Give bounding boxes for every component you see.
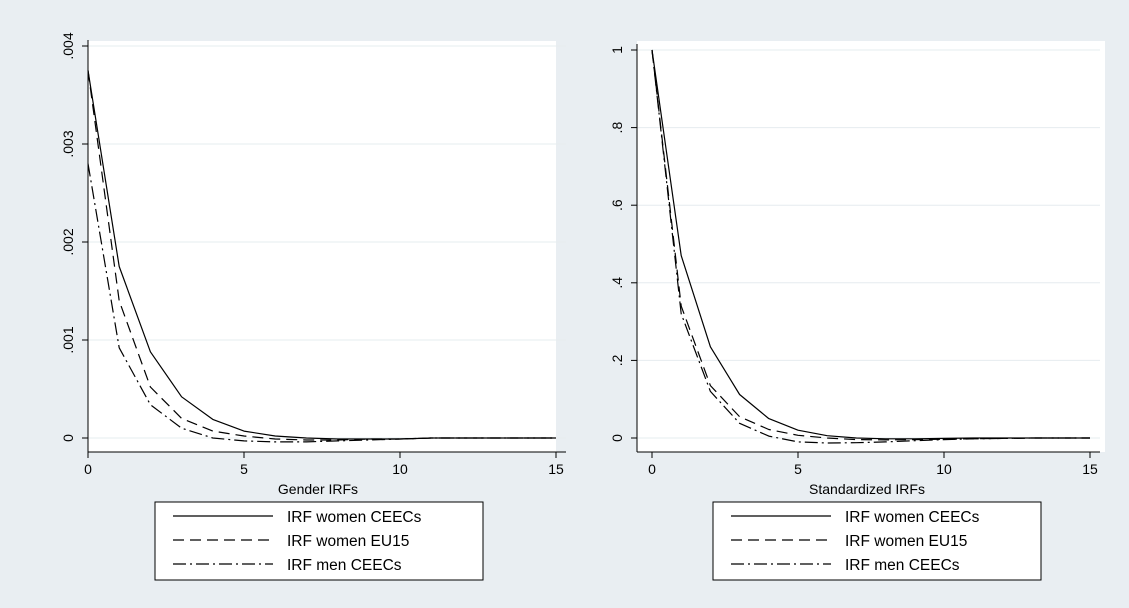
y-tick-label: .001 <box>60 326 76 353</box>
series-line-3 <box>651 49 1090 444</box>
y-tick-label: 0 <box>609 434 625 442</box>
x-tick-label: 5 <box>240 461 248 477</box>
legend: IRF women CEECs IRF women EU15 IRF men CEE… <box>154 501 484 581</box>
gender-irfs-chart: 0 .001 .002 .003 .004 0 5 10 15 Gender IRFs IRF … <box>15 10 566 590</box>
legend-label-2: IRF women EU15 <box>287 533 409 550</box>
x-axis-label: Gender IRFs <box>278 481 358 497</box>
y-tick-label: .003 <box>60 130 76 157</box>
legend-label-3: IRF men CEECs <box>845 557 960 574</box>
x-tick-label: 0 <box>84 461 92 477</box>
legend-label-1: IRF women CEECs <box>845 509 980 526</box>
x-tick-label: 10 <box>936 461 952 477</box>
plot-area <box>88 41 556 452</box>
series-lines <box>87 70 556 443</box>
legend-box <box>712 501 1042 581</box>
legend-label-1: IRF women CEECs <box>287 509 422 526</box>
x-tick-label: 0 <box>648 461 656 477</box>
legend-label-3: IRF men CEECs <box>287 557 402 574</box>
legend-label-2: IRF women EU15 <box>845 533 967 550</box>
standardized-irfs-chart: 0.2.4.6.810 5 10 15 Standardized IRFs IRF w… <box>580 10 1114 590</box>
gridlines <box>88 45 566 439</box>
series-line-2 <box>87 70 556 441</box>
y-tick-label: .6 <box>609 199 625 211</box>
y-tick-label: .8 <box>609 122 625 134</box>
axes: 0.2.4.6.810 5 10 15 <box>609 44 1100 477</box>
x-tick-label: 5 <box>794 461 802 477</box>
x-tick-label: 15 <box>548 461 564 477</box>
y-tick-label: .4 <box>609 277 625 289</box>
y-tick-label: 0 <box>60 434 76 442</box>
axes: 0 .001 .002 .003 .004 0 5 10 15 <box>60 32 566 477</box>
series-lines <box>651 49 1090 444</box>
y-tick-label: .002 <box>60 228 76 255</box>
y-tick-label: .004 <box>60 32 76 59</box>
y-tick-label: .2 <box>609 354 625 366</box>
x-axis-label: Standardized IRFs <box>809 481 925 497</box>
x-tick-label: 10 <box>392 461 408 477</box>
legend: IRF women CEECs IRF women EU15 IRF men CEE… <box>712 501 1042 581</box>
series-line-3 <box>87 163 556 443</box>
x-tick-label: 15 <box>1082 461 1098 477</box>
plot-area <box>637 41 1105 452</box>
legend-box <box>154 501 484 581</box>
y-tick-label: 1 <box>609 46 625 54</box>
